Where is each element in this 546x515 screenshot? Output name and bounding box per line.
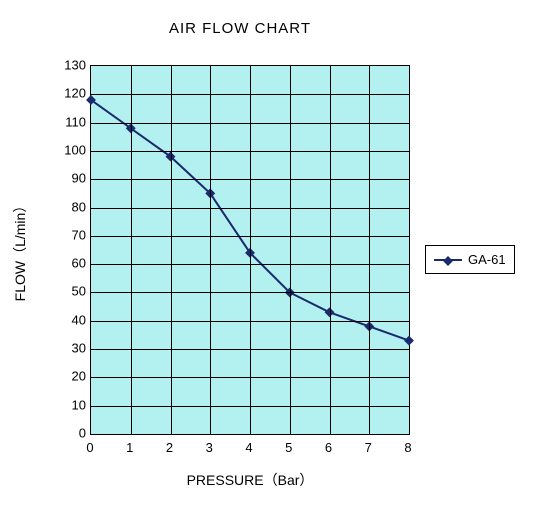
chart-title: AIR FLOW CHART: [0, 20, 480, 37]
y-tick-label: 90: [36, 171, 86, 186]
x-tick-label: 7: [348, 440, 388, 455]
legend: GA-61: [425, 245, 515, 274]
y-tick-label: 10: [36, 397, 86, 412]
y-axis-label: FLOW（L/min）: [10, 199, 30, 302]
y-tick-label: 50: [36, 284, 86, 299]
y-tick-label: 110: [36, 114, 86, 129]
y-tick-label: 120: [36, 86, 86, 101]
x-axis-label: PRESSURE（Bar）: [187, 470, 314, 490]
y-tick-label: 30: [36, 341, 86, 356]
x-tick-label: 4: [229, 440, 269, 455]
plot-area: [90, 65, 410, 435]
x-tick-label: 6: [309, 440, 349, 455]
y-tick-label: 70: [36, 227, 86, 242]
diamond-marker-icon: [443, 256, 453, 266]
x-tick-label: 3: [189, 440, 229, 455]
x-tick-label: 0: [70, 440, 110, 455]
series-marker: [404, 336, 414, 346]
y-tick-label: 80: [36, 199, 86, 214]
y-tick-label: 130: [36, 58, 86, 73]
y-tick-label: 40: [36, 312, 86, 327]
x-tick-label: 2: [150, 440, 190, 455]
x-tick-label: 1: [110, 440, 150, 455]
legend-swatch: [434, 259, 462, 261]
y-tick-label: 0: [36, 426, 86, 441]
x-tick-label: 8: [388, 440, 428, 455]
legend-label: GA-61: [468, 252, 506, 267]
x-tick-label: 5: [269, 440, 309, 455]
y-tick-label: 60: [36, 256, 86, 271]
air-flow-chart: AIR FLOW CHART FLOW（L/min） PRESSURE（Bar）…: [0, 0, 546, 515]
y-tick-label: 20: [36, 369, 86, 384]
y-tick-label: 100: [36, 142, 86, 157]
